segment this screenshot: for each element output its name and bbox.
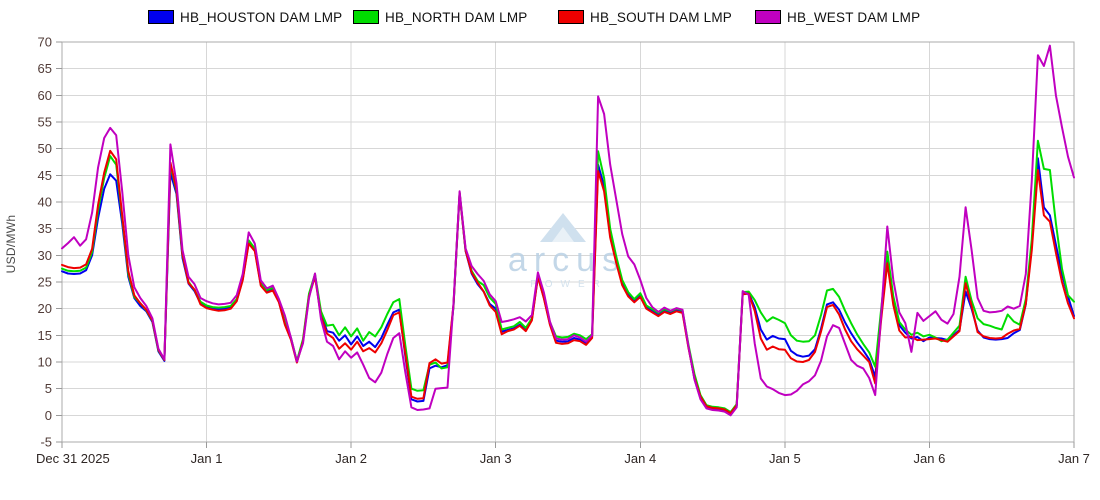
legend-label-west: HB_WEST DAM LMP xyxy=(787,9,921,25)
legend-swatch-south xyxy=(558,10,584,24)
watermark-brand-text: arcus xyxy=(508,241,626,279)
svg-text:10: 10 xyxy=(38,355,52,370)
legend-item-hb-west: HB_WEST DAM LMP xyxy=(755,6,920,28)
svg-text:20: 20 xyxy=(38,301,52,316)
svg-text:Jan 5: Jan 5 xyxy=(769,451,801,466)
legend-swatch-north xyxy=(353,10,379,24)
svg-text:Jan 2: Jan 2 xyxy=(335,451,367,466)
svg-text:35: 35 xyxy=(38,221,52,236)
axis-tick-labels: -5 0 5 10 15 20 25 30 35 40 45 50 55 60 65 70 Dec 31 202… xyxy=(36,35,1090,467)
series-line-2 xyxy=(61,149,1075,415)
svg-text:65: 65 xyxy=(38,61,52,76)
svg-text:Jan 7: Jan 7 xyxy=(1058,451,1090,466)
svg-text:Jan 4: Jan 4 xyxy=(624,451,656,466)
chart-legend: HB_HOUSTON DAM LMP HB_NORTH DAM LMP HB_S… xyxy=(0,6,1100,30)
svg-text:60: 60 xyxy=(38,88,52,103)
svg-text:15: 15 xyxy=(38,328,52,343)
svg-text:Jan 3: Jan 3 xyxy=(480,451,512,466)
svg-text:Dec 31 2025: Dec 31 2025 xyxy=(36,451,110,466)
svg-text:45: 45 xyxy=(38,168,52,183)
watermark-sub-text: POWER xyxy=(530,279,608,290)
legend-label-north: HB_NORTH DAM LMP xyxy=(385,9,528,25)
legend-swatch-houston xyxy=(148,10,174,24)
svg-text:55: 55 xyxy=(38,115,52,130)
svg-text:-5: -5 xyxy=(40,435,52,450)
svg-text:25: 25 xyxy=(38,275,52,290)
legend-label-houston: HB_HOUSTON DAM LMP xyxy=(180,9,343,25)
svg-text:5: 5 xyxy=(45,381,52,396)
legend-label-south: HB_SOUTH DAM LMP xyxy=(590,9,732,25)
svg-text:Jan 1: Jan 1 xyxy=(191,451,223,466)
axis-ticks xyxy=(56,41,1075,448)
svg-text:Jan 6: Jan 6 xyxy=(914,451,946,466)
svg-text:0: 0 xyxy=(45,408,52,423)
legend-item-hb-south: HB_SOUTH DAM LMP xyxy=(558,6,732,28)
svg-text:30: 30 xyxy=(38,248,52,263)
svg-text:40: 40 xyxy=(38,195,52,210)
legend-swatch-west xyxy=(755,10,781,24)
series-line-3 xyxy=(61,44,1075,417)
y-axis-label: USD/MWh xyxy=(4,214,18,274)
legend-item-hb-north: HB_NORTH DAM LMP xyxy=(353,6,527,28)
legend-item-hb-houston: HB_HOUSTON DAM LMP xyxy=(148,6,342,28)
plot-frame xyxy=(61,41,1075,443)
series-line-1 xyxy=(61,139,1075,414)
svg-text:70: 70 xyxy=(38,35,52,50)
svg-text:50: 50 xyxy=(38,141,52,156)
